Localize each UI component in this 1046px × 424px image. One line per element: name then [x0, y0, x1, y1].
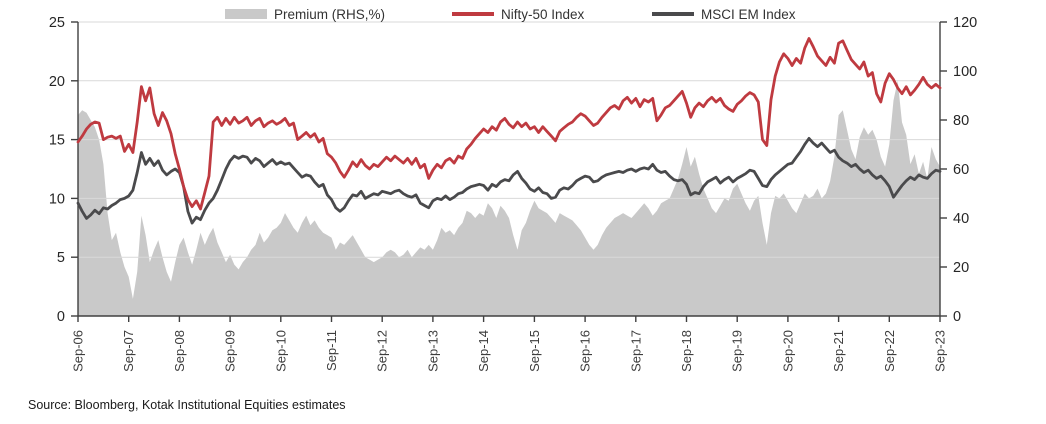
right-tick-label: 60	[953, 162, 969, 178]
x-tick-label: Sep-19	[730, 330, 745, 372]
x-tick-label: Sep-18	[679, 330, 694, 372]
right-tick-label: 40	[953, 211, 969, 227]
x-tick-label: Sep-08	[172, 330, 187, 372]
right-tick-label: 80	[953, 113, 969, 129]
left-tick-label: 25	[49, 15, 65, 31]
right-tick-label: 100	[953, 64, 977, 80]
right-tick-label: 0	[953, 309, 961, 325]
x-tick-label: Sep-06	[71, 330, 86, 372]
chart-svg: 0 5 10 15 20 25 0 20 40 60 80 100 120 Sep-06 Sep-07 Sep…	[49, 15, 977, 372]
left-tick-label: 10	[49, 191, 65, 207]
x-tick-label: Sep-13	[425, 330, 440, 372]
x-tick-label: Sep-22	[882, 330, 897, 372]
x-tick-label: Sep-20	[780, 330, 795, 372]
msci-em-line	[76, 137, 942, 225]
x-tick-label: Sep-07	[121, 330, 136, 372]
x-tick-label: Sep-11	[324, 330, 339, 371]
x-tick-label: Sep-17	[628, 330, 643, 372]
left-tick-label: 0	[57, 309, 65, 325]
x-tick-label: Sep-16	[578, 330, 593, 372]
x-tick-label: Sep-12	[375, 330, 390, 372]
nifty-line	[76, 37, 942, 211]
x-tick-label: Sep-14	[476, 330, 491, 372]
x-tick-label: Sep-23	[933, 330, 948, 372]
x-tick-label: Sep-15	[527, 330, 542, 372]
left-tick-label: 15	[49, 133, 65, 149]
right-tick-label: 120	[953, 15, 977, 31]
left-tick-label: 20	[49, 74, 65, 90]
x-tick-label: Sep-10	[273, 330, 288, 372]
source-note: Source: Bloomberg, Kotak Institutional E…	[28, 398, 346, 412]
right-tick-label: 20	[953, 260, 969, 276]
x-tick-label: Sep-21	[831, 330, 846, 372]
left-tick-label: 5	[57, 250, 65, 266]
x-tick-label: Sep-09	[223, 330, 238, 372]
